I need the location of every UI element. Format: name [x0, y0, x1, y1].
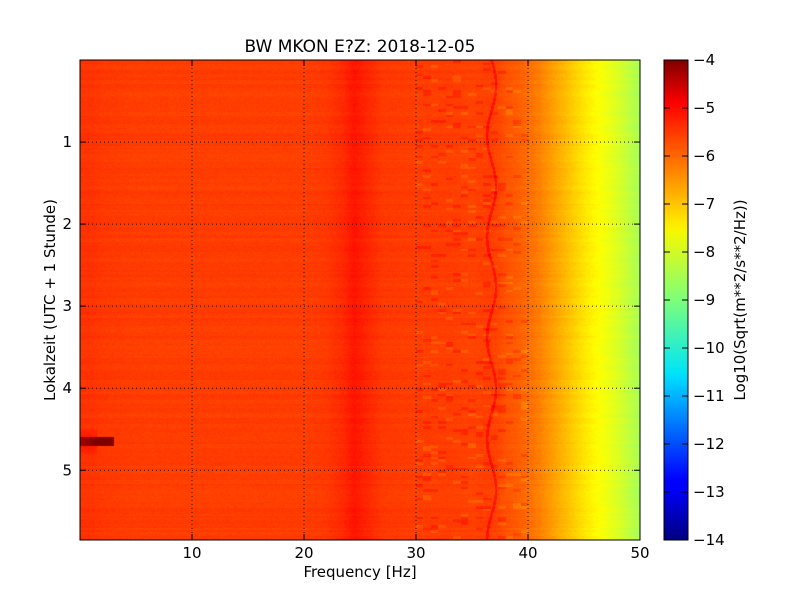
colorbar-label: Log10(Sqrt(m**2/s**2/Hz)) [731, 199, 749, 400]
colorbar-ticks: −4 −5 −6 −7 −8 −9 −10 −11 −12 −13 −14 [664, 51, 725, 549]
colorbar-tick-label: −8 [693, 243, 715, 261]
y-tick-label: 3 [62, 297, 72, 315]
colorbar-tick-label: −6 [693, 147, 715, 165]
chart-title: BW MKON E?Z: 2018-12-05 [245, 37, 476, 57]
y-tick-label: 1 [62, 133, 72, 151]
y-tick-label: 2 [62, 215, 72, 233]
x-axis-ticks: 10 20 30 40 50 [182, 60, 650, 562]
y-axis-label: Lokalzeit (UTC + 1 Stunde) [41, 199, 59, 401]
colorbar-tick-label: −4 [693, 51, 715, 69]
grid [80, 60, 640, 540]
colorbar-tick-label: −7 [693, 195, 715, 213]
spectrogram-image [80, 60, 640, 540]
x-tick-label: 40 [518, 544, 537, 562]
colorbar-tick-label: −9 [693, 291, 715, 309]
x-tick-label: 50 [630, 544, 649, 562]
colorbar-tick-label: −11 [693, 387, 725, 405]
y-axis-ticks: 1 2 3 4 5 [62, 133, 640, 479]
x-tick-label: 20 [294, 544, 313, 562]
x-axis-label: Frequency [Hz] [303, 563, 416, 581]
colorbar: −4 −5 −6 −7 −8 −9 −10 −11 −12 −13 −14 Log10(Sqrt(m… [663, 51, 749, 549]
colorbar-tick-label: −10 [693, 339, 725, 357]
colorbar-tick-label: −13 [693, 483, 725, 501]
colorbar-tick-label: −5 [693, 99, 715, 117]
colorbar-tick-label: −12 [693, 435, 725, 453]
heatmap [80, 60, 640, 540]
y-tick-label: 4 [62, 379, 72, 397]
x-tick-label: 10 [182, 544, 201, 562]
y-tick-label: 5 [62, 461, 72, 479]
plot-frame [79, 59, 641, 541]
x-tick-label: 30 [406, 544, 425, 562]
colorbar-tick-label: −14 [693, 531, 725, 549]
